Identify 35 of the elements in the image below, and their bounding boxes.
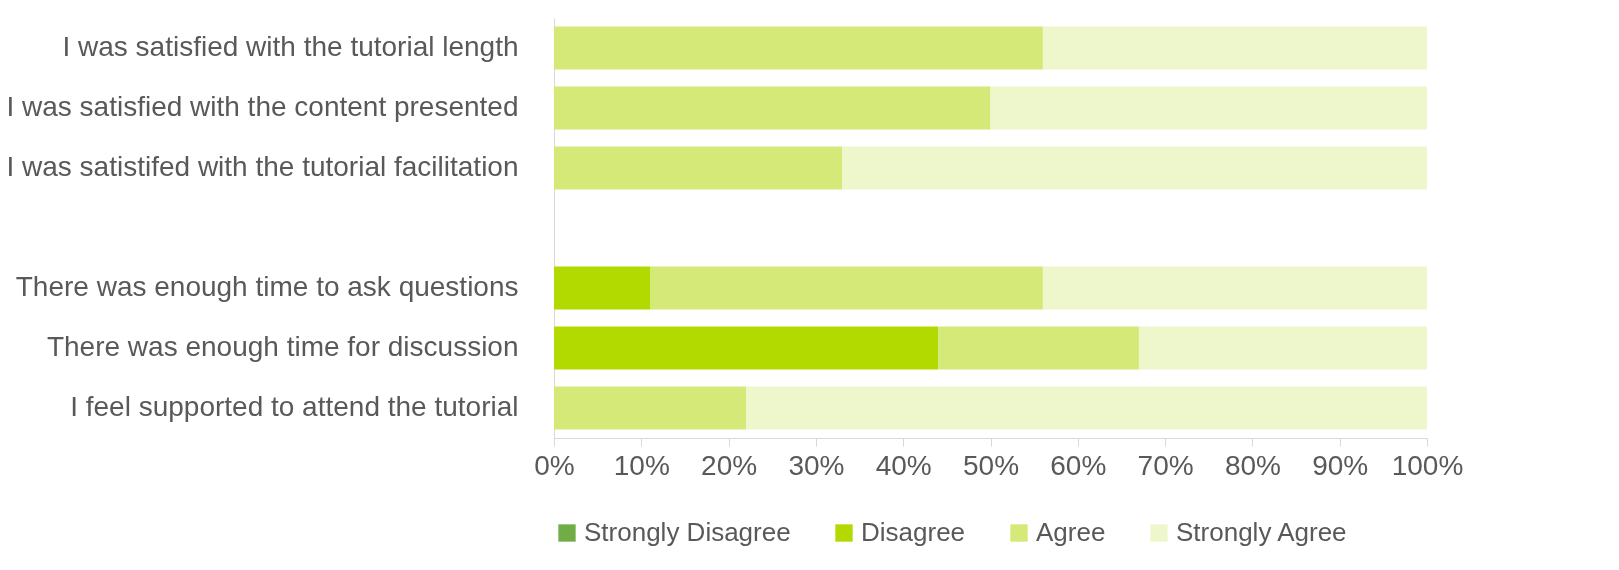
x-tick-label: 40%: [875, 449, 932, 481]
bar: [554, 86, 991, 130]
bar: [1042, 266, 1427, 310]
y-tick-label: There was enough time for discussion: [46, 331, 519, 362]
x-tick-label: 60%: [1050, 449, 1107, 481]
y-tick-label: I was satisfied with the tutorial length: [62, 31, 519, 62]
x-tick-label: 80%: [1224, 449, 1281, 481]
bar: [554, 146, 843, 190]
x-tick-label: 20%: [701, 449, 758, 481]
bar: [842, 146, 1427, 190]
legend-label: Agree: [1036, 517, 1106, 547]
bar: [650, 266, 1043, 310]
x-tick-label: 10%: [613, 449, 670, 481]
legend-label: Strongly Disagree: [584, 517, 791, 547]
x-tick-label: 30%: [788, 449, 845, 481]
y-tick-label: I was satisfied with the content presented: [6, 91, 519, 122]
legend-label: Disagree: [861, 517, 966, 547]
bar: [554, 266, 651, 310]
x-tick-label: 90%: [1312, 449, 1369, 481]
x-tick-label: 50%: [962, 449, 1020, 481]
y-tick-label: I feel supported to attend the tutorial: [70, 391, 519, 422]
bar: [1042, 26, 1427, 70]
bar: [746, 386, 1427, 430]
x-tick-label: 70%: [1137, 449, 1194, 481]
x-tick-label: 0%: [534, 449, 575, 481]
bar: [554, 326, 939, 370]
x-tick-label: 100%: [1391, 449, 1464, 481]
bar: [554, 26, 1043, 70]
y-tick-label: I was satistifed with the tutorial facilitation: [6, 151, 519, 182]
legend-label: Strongly Agree: [1176, 517, 1347, 547]
bar: [938, 326, 1139, 370]
y-tick-label: There was enough time to ask questions: [15, 271, 519, 302]
bar: [990, 86, 1427, 130]
bar: [554, 386, 747, 430]
bar: [1138, 326, 1427, 370]
